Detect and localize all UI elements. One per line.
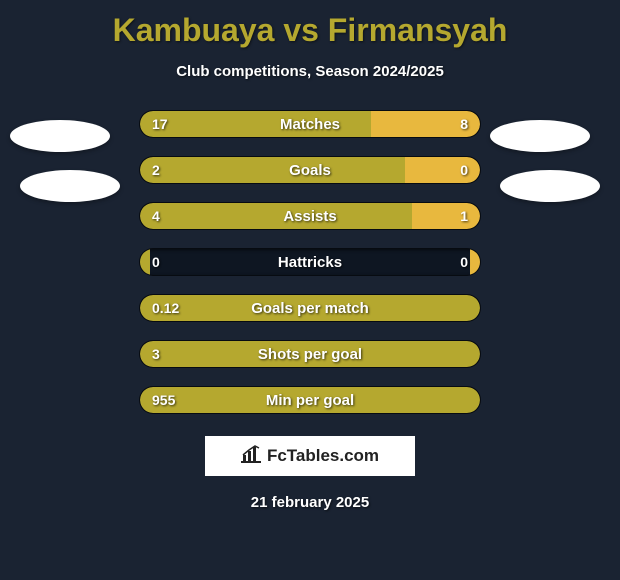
decor-oval — [10, 120, 110, 152]
date-label: 21 february 2025 — [0, 494, 620, 511]
decor-oval — [20, 170, 120, 202]
stat-label: Assists — [140, 203, 480, 229]
fctables-label: FcTables.com — [267, 446, 379, 466]
stat-row: 3 Shots per goal — [139, 340, 481, 368]
fctables-badge[interactable]: FcTables.com — [205, 436, 415, 476]
stat-row: 17 Matches 8 — [139, 110, 481, 138]
stat-label: Matches — [140, 111, 480, 137]
stats-container: 17 Matches 8 2 Goals 0 4 Assists 1 0 Hat… — [0, 110, 620, 414]
stat-label: Min per goal — [140, 387, 480, 413]
stat-right-value: 0 — [460, 249, 468, 275]
stat-right-value: 8 — [460, 111, 468, 137]
stat-right-value: 1 — [460, 203, 468, 229]
stat-label: Goals per match — [140, 295, 480, 321]
stat-right-value: 0 — [460, 157, 468, 183]
stat-row: 0 Hattricks 0 — [139, 248, 481, 276]
stat-label: Shots per goal — [140, 341, 480, 367]
page-title: Kambuaya vs Firmansyah — [0, 0, 620, 49]
subtitle: Club competitions, Season 2024/2025 — [0, 63, 620, 80]
stat-row: 2 Goals 0 — [139, 156, 481, 184]
decor-oval — [490, 120, 590, 152]
stat-label: Goals — [140, 157, 480, 183]
decor-oval — [500, 170, 600, 202]
stat-row: 4 Assists 1 — [139, 202, 481, 230]
stat-row: 0.12 Goals per match — [139, 294, 481, 322]
stat-row: 955 Min per goal — [139, 386, 481, 414]
chart-icon — [241, 445, 261, 468]
stat-label: Hattricks — [140, 249, 480, 275]
